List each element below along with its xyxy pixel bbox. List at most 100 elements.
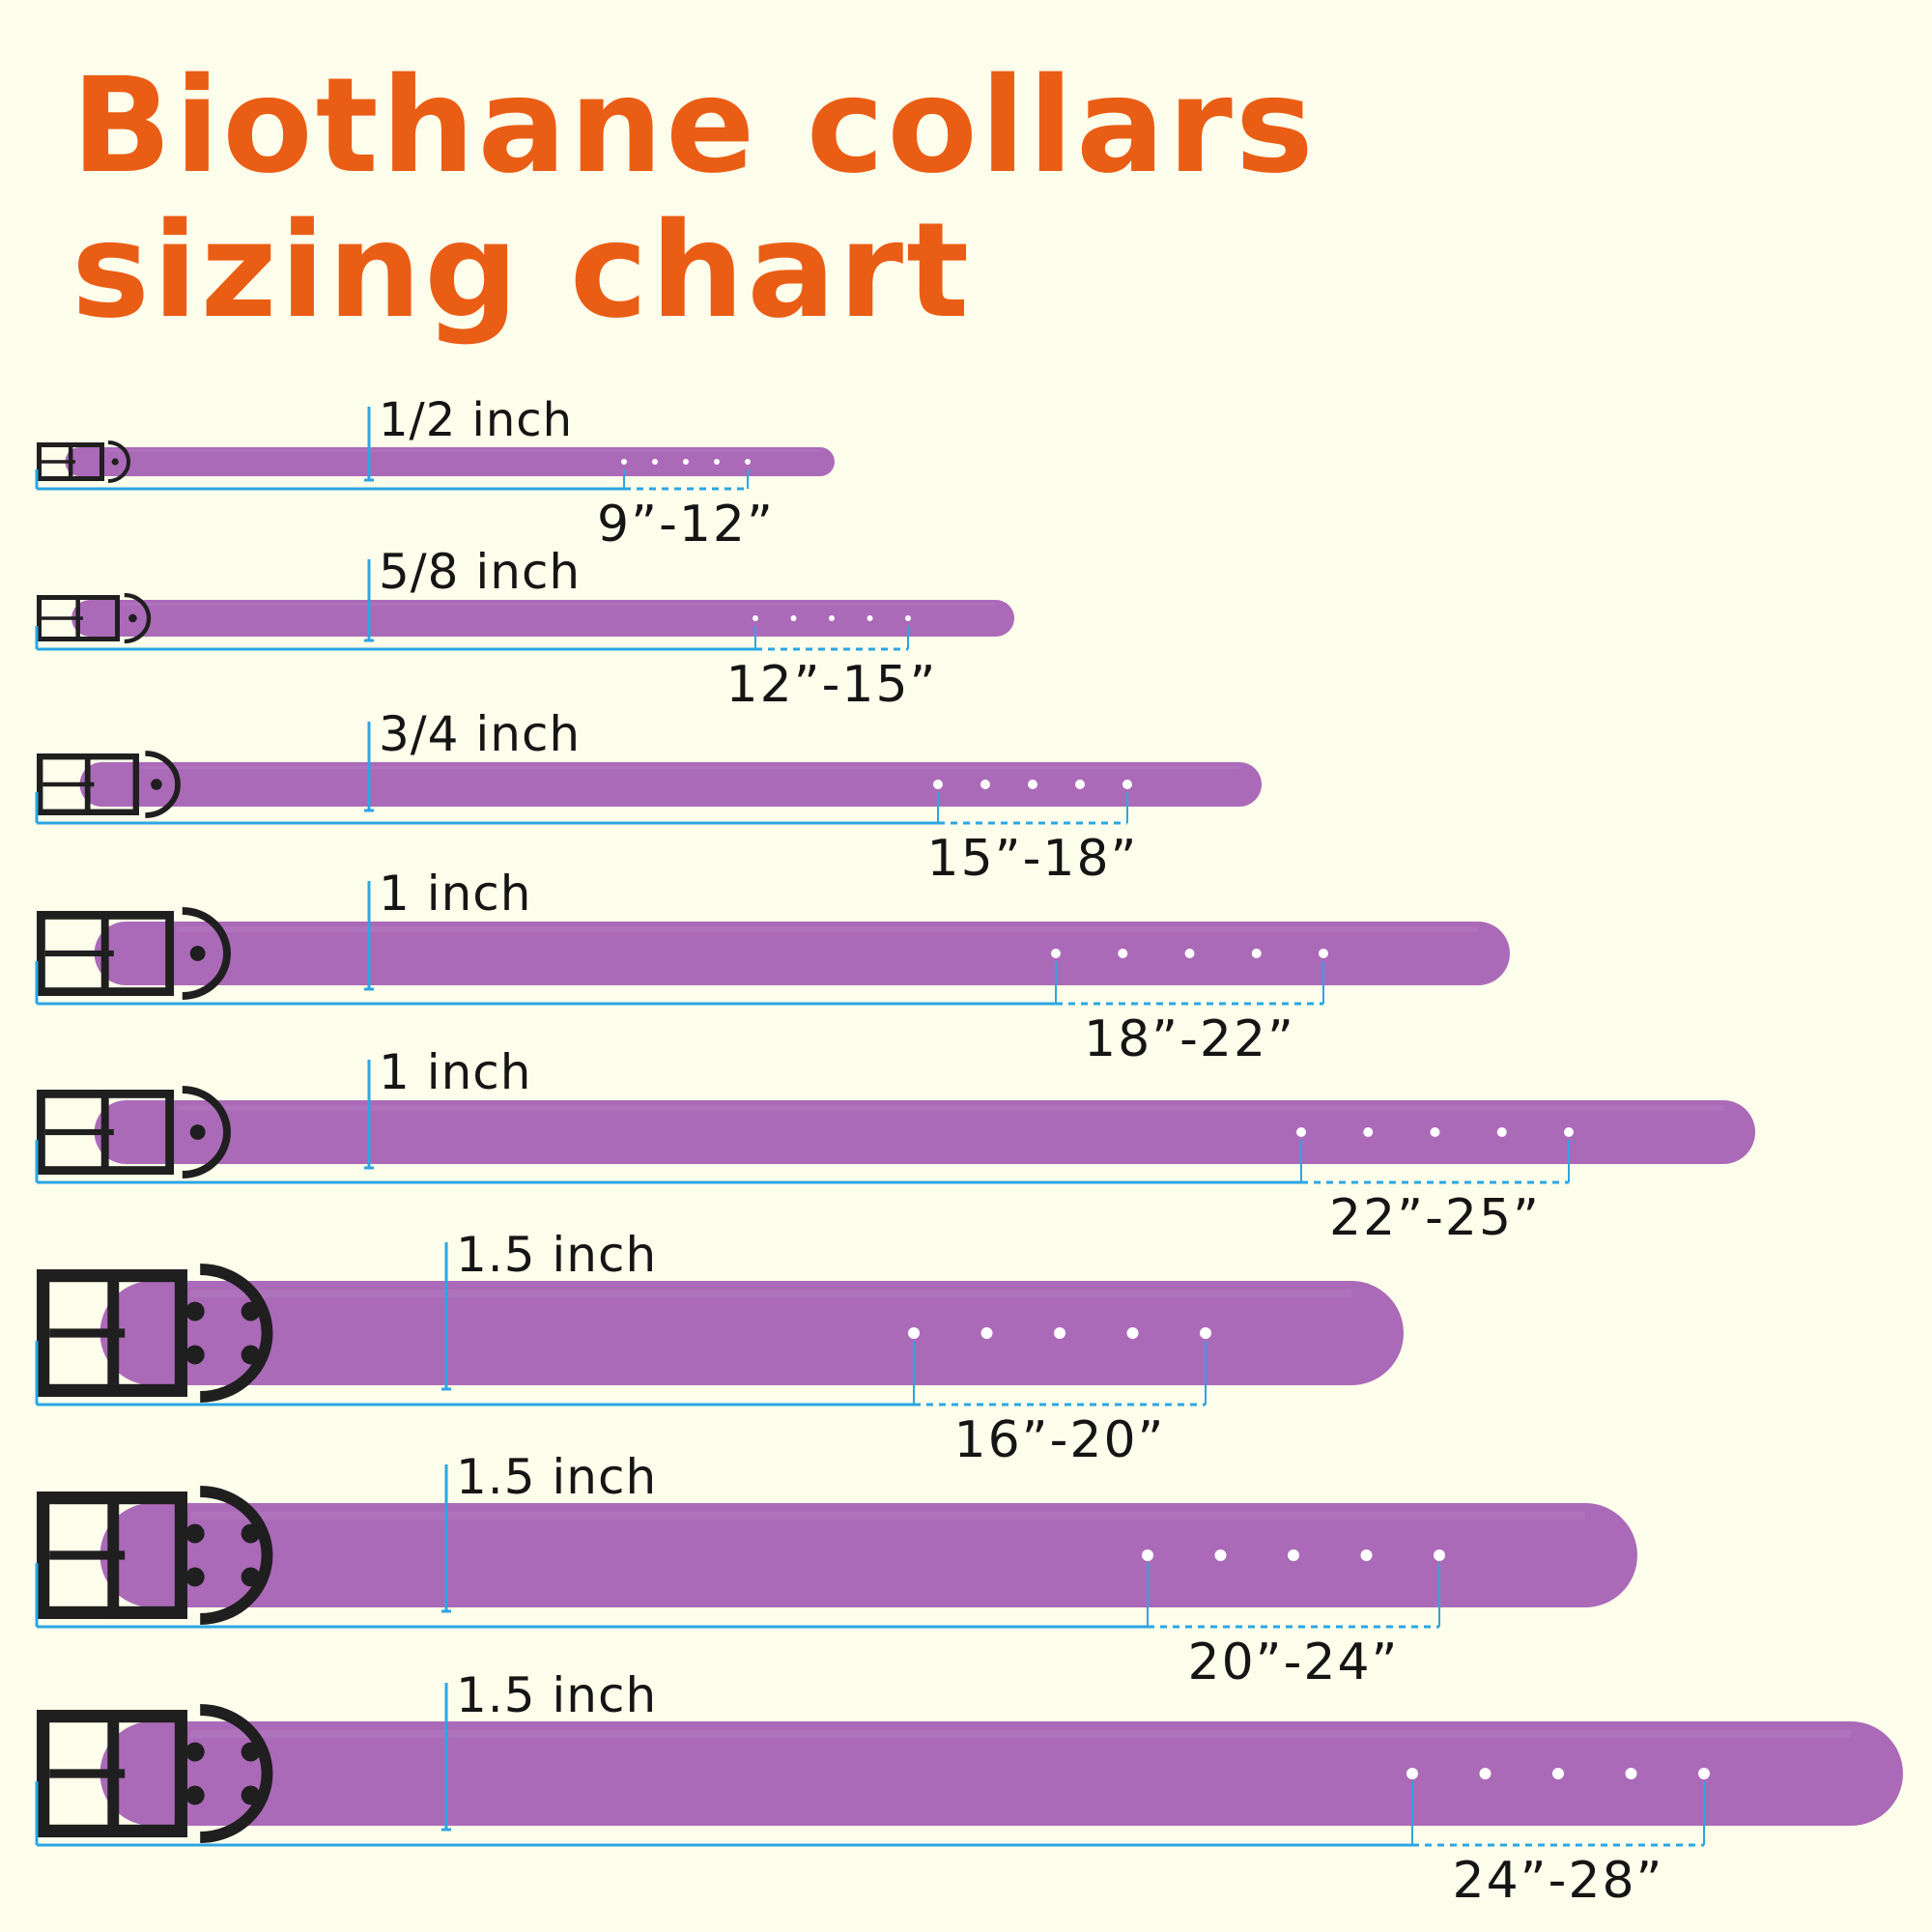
buckle-tongue [42,616,83,620]
adjustment-hole [621,459,627,465]
collar-size-label: 20”-24” [1188,1634,1400,1691]
title-line-1: Biothane collars [71,50,1317,203]
collar-strap [94,922,1510,985]
adjustment-hole [867,615,873,621]
collar-width-label: 5/8 inch [379,544,581,600]
d-ring-icon [182,907,231,1000]
rivet-icon [185,1301,205,1321]
adjustment-hole [1142,1549,1153,1561]
adjustment-hole [790,615,797,621]
collar-size-label: 9”-12” [597,496,775,554]
collar-width-label: 1.5 inch [456,1449,657,1505]
adjustment-hole [753,615,758,621]
d-ring-icon [124,592,152,644]
rivet-icon [185,1785,205,1805]
adjustment-hole [905,615,911,621]
strap-highlight [121,603,997,607]
collar-row: 3/4 inch 15”-18” [35,706,1262,888]
rivet-icon [185,1345,205,1365]
rivet-icon [241,1742,261,1762]
d-ring-icon [200,1486,273,1625]
rivet-icon [189,946,206,961]
adjustment-hole [1496,1127,1507,1137]
rivet-icon [241,1523,261,1544]
collar-size-label: 12”-15” [726,656,938,714]
adjustment-hole [652,459,658,465]
rivet-icon [185,1567,205,1587]
collar-strap [99,1503,1637,1607]
strap-highlight [141,765,1239,770]
adjustment-hole [1184,949,1195,958]
buckle-tongue [43,781,95,787]
adjustment-hole [1051,949,1061,958]
buckle-tongue [49,1328,126,1338]
collar-width-label: 1/2 inch [379,393,573,447]
buckle-tongue [44,950,114,957]
rivet-icon [241,1785,261,1805]
adjustment-hole [1118,949,1128,958]
collar-row: 1/2 inch 9”-12” [35,393,835,554]
strap-highlight [105,449,820,452]
adjustment-hole [1698,1768,1710,1779]
adjustment-hole [1363,1127,1374,1137]
collar-strap [65,447,835,476]
rivet-icon [241,1301,261,1321]
rivet-icon [241,1567,261,1587]
collar-width-label: 1 inch [379,1044,531,1100]
adjustment-hole [1200,1327,1211,1339]
collar-strap [71,600,1015,637]
collar-size-label: 22”-25” [1329,1189,1541,1247]
d-ring-icon [200,1704,273,1843]
adjustment-hole [1564,1127,1574,1137]
collar-row: 1.5 inch 24”-28” [35,1667,1903,1910]
adjustment-hole [1288,1549,1299,1561]
adjustment-hole [1122,780,1132,789]
collar-size-label: 16”-20” [954,1411,1166,1469]
adjustment-hole [1054,1327,1065,1339]
rivet-icon [151,779,162,790]
adjustment-hole [908,1327,920,1339]
collar-row: 1 inch 22”-25” [35,1044,1755,1247]
title-line-2: sizing chart [71,195,973,348]
collar-strap [94,1100,1755,1164]
rivet-icon [189,1124,206,1140]
d-ring-icon [200,1264,273,1403]
adjustment-hole [1126,1327,1139,1339]
page-title: Biothane collars sizing chart [71,54,1327,344]
strap-highlight [176,926,1479,932]
strap-highlight [190,1289,1351,1298]
adjustment-hole [1406,1768,1418,1779]
strap-highlight [176,1105,1724,1111]
adjustment-hole [1214,1549,1227,1561]
rivet-icon [185,1742,205,1762]
adjustment-hole [1075,780,1085,789]
rivet-icon [185,1523,205,1544]
adjustment-hole [1251,949,1262,958]
adjustment-hole [714,459,720,465]
collar-width-label: 3/4 inch [379,706,581,762]
adjustment-hole [1479,1768,1492,1779]
adjustment-hole [1552,1768,1564,1779]
adjustment-hole [745,459,751,465]
buckle-tongue [42,460,75,464]
adjustment-hole [1430,1127,1440,1137]
adjustment-hole [980,780,990,789]
adjustment-hole [1434,1549,1445,1561]
collar-row: 1 inch 18”-22” [35,866,1510,1068]
adjustment-hole [933,780,943,789]
adjustment-hole [829,615,835,621]
rivet-icon [128,613,137,623]
d-ring-icon [107,440,130,483]
collar-width-label: 1.5 inch [456,1227,657,1283]
collar-row: 5/8 inch 12”-15” [35,544,1015,714]
rivet-icon [111,458,119,466]
collar-width-label: 1 inch [379,866,531,922]
d-ring-icon [145,751,181,818]
adjustment-hole [980,1327,993,1339]
buckle-tongue [49,1769,126,1778]
adjustment-hole [1625,1768,1637,1779]
adjustment-hole [1360,1549,1373,1561]
collar-row: 1.5 inch 16”-20” [35,1227,1404,1469]
collar-row: 1.5 inch 20”-24” [35,1449,1637,1691]
